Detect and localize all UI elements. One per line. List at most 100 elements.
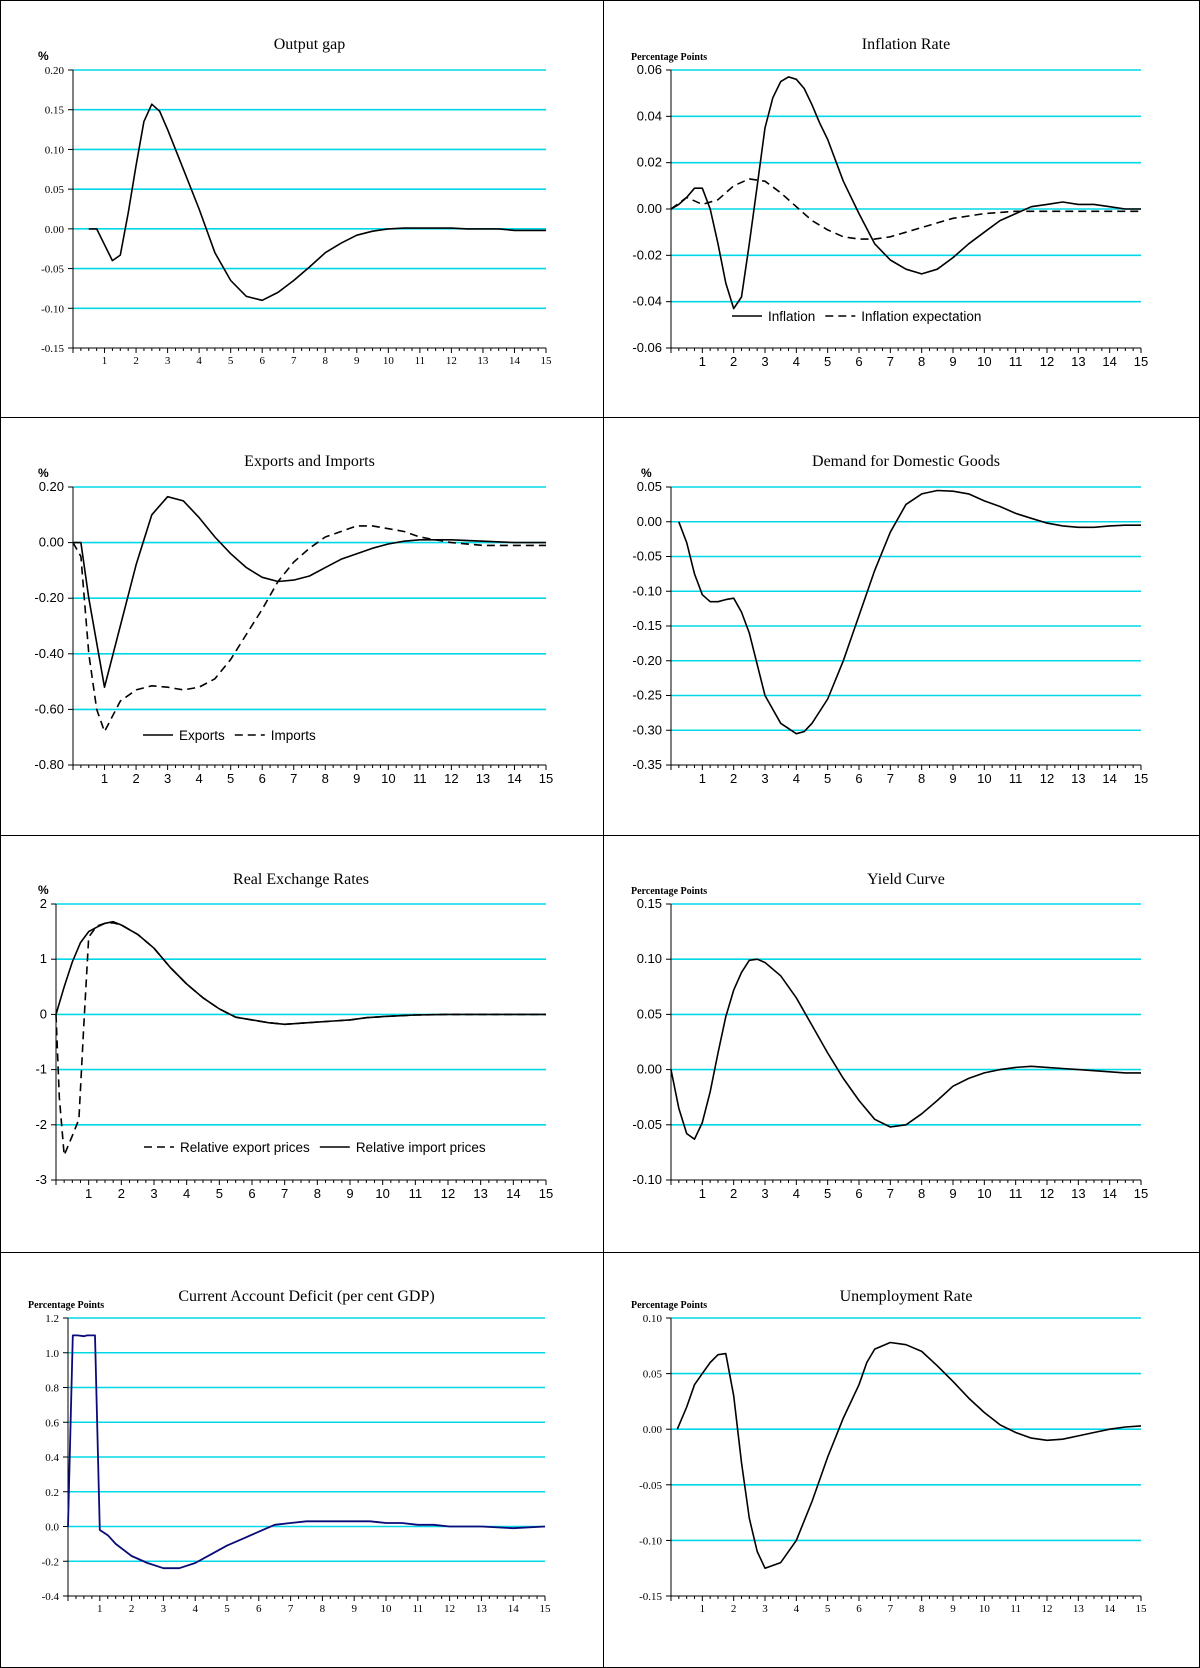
- chart-title: Exports and Imports: [244, 453, 375, 470]
- chart-panel-1: Output gap% 0.20 0.15 0.10 0.05 0.00 -0.05 -0.1…: [0, 0, 604, 418]
- y-tick-label: -0.05: [639, 1480, 662, 1492]
- x-tick-label: 14: [1102, 771, 1116, 786]
- x-tick-label: 4: [192, 1603, 198, 1615]
- x-tick-label: 14: [1102, 1186, 1116, 1201]
- x-tick-label: 4: [793, 354, 800, 369]
- x-tick-label: 5: [216, 1186, 223, 1201]
- legend-label: Inflation: [768, 309, 815, 324]
- series-line-2: [55, 920, 546, 1026]
- y-tick-label: 0.20: [39, 479, 64, 494]
- x-tick-label: 12: [444, 1603, 455, 1615]
- chart-title: Real Exchange Rates: [233, 871, 369, 888]
- x-tick-label: 14: [509, 355, 521, 367]
- x-tick-label: 6: [259, 771, 266, 786]
- chart-panel-5: Real Exchange Rates% 2 1 0 -1 -2 -3 1 2 3 4 5 6 7 8 9 10…: [0, 836, 604, 1253]
- series-line-1: [678, 489, 1141, 735]
- x-tick-label: 10: [977, 771, 991, 786]
- x-tick-label: 5: [228, 355, 234, 367]
- x-tick-label: 11: [1009, 771, 1023, 786]
- x-tick-label: 8: [323, 355, 329, 367]
- x-tick-label: 14: [1104, 1603, 1116, 1615]
- chart-svg: Real Exchange Rates%210-1-2-31 2 3 4 5 6 7 8 9 10…: [35, 871, 553, 1201]
- y-tick-label: 0.20: [45, 65, 65, 77]
- x-tick-label: 15: [1136, 1603, 1148, 1615]
- y-tick-label: 0.0: [45, 1522, 59, 1534]
- x-tick-label: 3: [161, 1603, 167, 1615]
- y-unit-label: %: [38, 883, 49, 897]
- y-tick-label: 0.06: [637, 62, 662, 77]
- x-tick-label: 3: [761, 354, 768, 369]
- x-tick-label: 3: [150, 1186, 157, 1201]
- y-tick-label: 0.04: [637, 108, 662, 123]
- y-unit-label: Percentage Points: [28, 1300, 104, 1311]
- y-unit-label: Percentage Points: [631, 52, 707, 63]
- y-tick-label: -0.20: [34, 590, 64, 605]
- x-tick-label: 9: [354, 355, 360, 367]
- y-tick-label: 0.10: [643, 1313, 663, 1325]
- x-tick-label: 5: [824, 771, 831, 786]
- x-tick-label: 1: [699, 1186, 706, 1201]
- x-tick-label: 7: [888, 1603, 894, 1615]
- y-tick-label: 0.05: [45, 184, 65, 196]
- x-tick-label: 7: [291, 355, 297, 367]
- x-tick-label: 9: [949, 1186, 956, 1201]
- y-tick-label: 0.00: [637, 514, 662, 529]
- x-tick-label: 7: [290, 771, 297, 786]
- y-tick-label: 0.10: [45, 144, 65, 156]
- y-tick-label: 0.00: [39, 535, 64, 550]
- x-tick-label: 1: [102, 355, 108, 367]
- y-tick-label: 1.2: [45, 1313, 59, 1325]
- x-tick-label: 15: [1134, 1186, 1148, 1201]
- y-tick-label: -0.30: [632, 722, 662, 737]
- y-tick-label: -0.10: [632, 1172, 662, 1187]
- x-tick-label: 15: [1134, 354, 1148, 369]
- chart-panel-6: Yield Curve Percentage Points 0.15 0.10 0.05…: [604, 836, 1200, 1253]
- x-tick-label: 13: [476, 771, 490, 786]
- y-tick-label: -0.02: [632, 247, 662, 262]
- x-tick-label: 5: [224, 1603, 230, 1615]
- x-tick-label: 14: [506, 1186, 520, 1201]
- chart-svg: Demand for Domestic Goods%0.05 0.00 -0.05 -…: [632, 453, 1148, 786]
- x-tick-label: 3: [761, 1186, 768, 1201]
- chart-svg: Exports and Imports%0.20 0.00 -0.20 -0.40 -0…: [34, 453, 553, 786]
- y-tick-label: 0.8: [45, 1383, 59, 1395]
- y-tick-label: -0.15: [639, 1591, 662, 1603]
- chart-title: Demand for Domestic Goods: [812, 453, 1000, 470]
- chart-panel-3: Exports and Imports% 0.20 0.00 -0.20 -0.40 -0…: [0, 418, 604, 836]
- x-tick-label: 4: [196, 355, 202, 367]
- x-tick-label: 3: [761, 771, 768, 786]
- series-line-1: [67, 1334, 546, 1570]
- x-tick-label: 2: [133, 355, 139, 367]
- x-tick-label: 13: [1071, 771, 1085, 786]
- y-tick-label: -0.20: [632, 653, 662, 668]
- x-tick-label: 9: [351, 1603, 357, 1615]
- x-tick-label: 4: [196, 771, 203, 786]
- x-tick-label: 7: [887, 771, 894, 786]
- x-tick-label: 6: [256, 1603, 262, 1615]
- x-tick-label: 7: [887, 354, 894, 369]
- chart-title: Yield Curve: [867, 871, 945, 888]
- x-tick-label: 6: [855, 771, 862, 786]
- y-tick-label: -0.10: [632, 583, 662, 598]
- x-tick-label: 6: [856, 1603, 862, 1615]
- x-tick-label: 4: [794, 1603, 800, 1615]
- chart-title: Output gap: [274, 36, 346, 53]
- chart-title: Unemployment Rate: [840, 1288, 973, 1305]
- x-tick-label: 2: [129, 1603, 135, 1615]
- y-tick-label: -0.05: [632, 549, 662, 564]
- x-tick-label: 13: [1071, 354, 1085, 369]
- x-tick-label: 12: [1040, 354, 1054, 369]
- x-tick-label: 13: [1071, 1186, 1085, 1201]
- x-tick-label: 5: [825, 1603, 831, 1615]
- x-tick-label: 7: [288, 1603, 294, 1615]
- x-tick-label: 5: [227, 771, 234, 786]
- chart-panel-2: Inflation Rate Percentage Points 0.06 0.04 0…: [604, 0, 1200, 418]
- y-tick-label: -0.04: [632, 294, 662, 309]
- x-tick-label: 8: [314, 1186, 321, 1201]
- legend-label: Relative import prices: [356, 1140, 486, 1155]
- legend-label: Inflation expectation: [861, 309, 981, 324]
- y-tick-label: -0.2: [42, 1556, 59, 1568]
- y-tick-label: 0: [40, 1006, 47, 1021]
- y-tick-label: -0.60: [34, 701, 64, 716]
